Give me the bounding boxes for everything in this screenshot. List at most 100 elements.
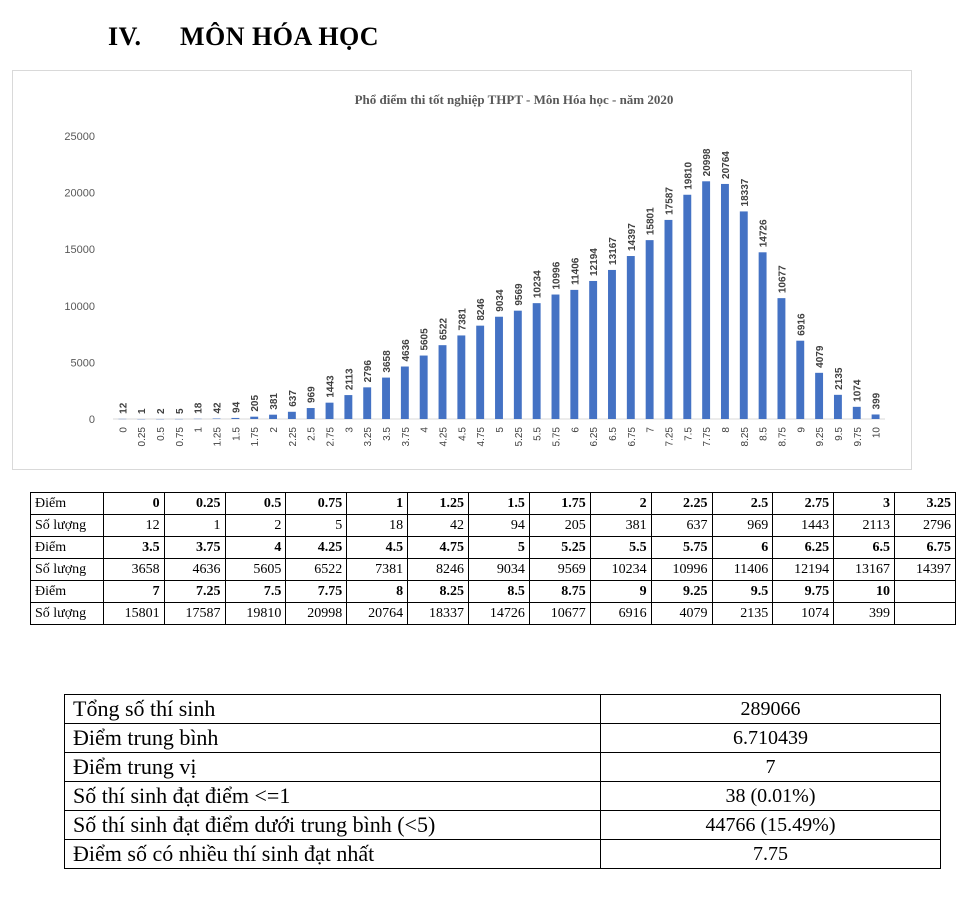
chart-area: Phổ điểm thi tốt nghiệp THPT - Môn Hóa h… bbox=[12, 70, 912, 470]
count-cell: 5 bbox=[285, 514, 348, 537]
bar bbox=[287, 411, 296, 419]
x-tick-label: 1 bbox=[194, 427, 205, 433]
points-cell: 2 bbox=[589, 492, 652, 515]
count-cell: 10234 bbox=[589, 558, 652, 581]
x-tick-label: 10 bbox=[872, 427, 883, 439]
points-cell: 4.75 bbox=[407, 536, 470, 559]
count-cell: 17587 bbox=[163, 602, 226, 625]
x-tick-label: 6 bbox=[570, 427, 581, 433]
count-cell: 3658 bbox=[102, 558, 165, 581]
points-cell: 7.75 bbox=[285, 580, 348, 603]
points-cell: 7 bbox=[102, 580, 165, 603]
summary-row: Điểm trung vị 7 bbox=[64, 752, 941, 782]
points-cell: 1.25 bbox=[407, 492, 470, 515]
x-tick-label: 8.75 bbox=[777, 427, 788, 447]
x-tick-label: 9.75 bbox=[853, 427, 864, 447]
x-tick-label: 6.5 bbox=[608, 427, 619, 441]
data-label: 14397 bbox=[627, 223, 638, 251]
x-tick-label: 4.75 bbox=[476, 427, 487, 447]
bar bbox=[720, 183, 729, 419]
data-label: 17587 bbox=[664, 187, 675, 215]
bar bbox=[589, 280, 598, 419]
summary-key: Điểm trung bình bbox=[64, 723, 601, 753]
bar bbox=[306, 408, 315, 419]
count-cell: 10677 bbox=[528, 602, 591, 625]
x-tick-label: 6.75 bbox=[627, 427, 638, 447]
summary-value: 38 (0.01%) bbox=[600, 781, 941, 811]
data-label: 94 bbox=[231, 401, 242, 413]
points-cell: 6.25 bbox=[772, 536, 835, 559]
data-label: 10677 bbox=[777, 265, 788, 293]
x-tick-label: 1.5 bbox=[231, 427, 242, 441]
bar bbox=[852, 406, 861, 419]
x-tick-label: 7 bbox=[646, 427, 657, 433]
bar bbox=[645, 240, 654, 419]
bar bbox=[438, 345, 447, 419]
x-tick-label: 2 bbox=[269, 427, 280, 433]
data-label: 3658 bbox=[382, 350, 393, 373]
count-cell: 18337 bbox=[407, 602, 470, 625]
bar bbox=[400, 366, 409, 419]
section-number: IV. bbox=[108, 22, 142, 51]
count-cell: 42 bbox=[407, 514, 470, 537]
points-cell: 8.75 bbox=[528, 580, 591, 603]
points-cell: 1.75 bbox=[528, 492, 591, 515]
x-tick-label: 5.25 bbox=[514, 427, 525, 447]
points-cell: 3.75 bbox=[163, 536, 226, 559]
points-cell: 2.75 bbox=[772, 492, 835, 515]
count-cell: 12194 bbox=[772, 558, 835, 581]
summary-value: 44766 (15.49%) bbox=[600, 810, 941, 840]
bar bbox=[664, 219, 673, 419]
data-label: 7381 bbox=[457, 308, 468, 331]
bar bbox=[796, 340, 805, 419]
points-cell: 4.5 bbox=[346, 536, 409, 559]
x-tick-label: 9.25 bbox=[815, 427, 826, 447]
data-label: 1443 bbox=[326, 375, 337, 398]
count-row: Số lượng 3658 4636 5605 6522 7381 8246 9034 9569… bbox=[30, 558, 956, 581]
count-row-label: Số lượng bbox=[30, 558, 104, 581]
summary-table: Tổng số thí sinh 289066 Điểm trung bình 6.7… bbox=[64, 694, 941, 869]
points-cell: 8.5 bbox=[468, 580, 530, 603]
summary-key: Tổng số thí sinh bbox=[64, 694, 601, 724]
x-tick-label: 0 bbox=[118, 427, 129, 433]
data-label: 2113 bbox=[344, 368, 355, 390]
points-cell: 9 bbox=[589, 580, 652, 603]
data-label: 4079 bbox=[815, 345, 826, 368]
bar bbox=[739, 211, 748, 419]
count-cell: 381 bbox=[589, 514, 652, 537]
points-cell: 9.75 bbox=[772, 580, 835, 603]
count-cell: 2 bbox=[224, 514, 287, 537]
points-cell: 0 bbox=[102, 492, 165, 515]
bar bbox=[325, 402, 334, 419]
section-title: MÔN HÓA HỌC bbox=[180, 22, 380, 51]
points-cell: 9.5 bbox=[711, 580, 774, 603]
data-label: 637 bbox=[288, 390, 299, 407]
count-cell: 9034 bbox=[468, 558, 530, 581]
x-tick-label: 3.5 bbox=[382, 427, 393, 441]
summary-key: Điểm số có nhiều thí sinh đạt nhất bbox=[64, 839, 601, 869]
data-label: 42 bbox=[213, 402, 224, 414]
count-cell: 19810 bbox=[224, 602, 287, 625]
x-tick-label: 8 bbox=[721, 427, 732, 433]
bar bbox=[777, 298, 786, 419]
bar bbox=[382, 377, 390, 419]
x-tick-label: 2.75 bbox=[326, 427, 337, 447]
summary-row: Điểm trung bình 6.710439 bbox=[64, 723, 941, 753]
data-label: 2135 bbox=[834, 367, 845, 390]
x-tick-label: 3.25 bbox=[363, 427, 374, 447]
section-heading: IV. MÔN HÓA HỌC bbox=[108, 22, 379, 52]
summary-value: 7 bbox=[600, 752, 941, 782]
data-label: 18 bbox=[194, 402, 205, 414]
bar bbox=[551, 294, 560, 419]
count-cell: 20998 bbox=[285, 602, 348, 625]
points-cell: 5.25 bbox=[528, 536, 591, 559]
x-tick-label: 2.25 bbox=[288, 427, 299, 447]
count-row: Số lượng 12 1 2 5 18 42 94 205 381 637 969 1443 2113 2… bbox=[30, 514, 956, 537]
bar bbox=[476, 325, 485, 419]
data-label: 10234 bbox=[533, 270, 544, 298]
count-row: Số lượng 15801 17587 19810 20998 20764 18337 14… bbox=[30, 602, 956, 625]
summary-key: Số thí sinh đạt điểm <=1 bbox=[64, 781, 601, 811]
bar-chart: Phổ điểm thi tốt nghiệp THPT - Môn Hóa h… bbox=[64, 92, 885, 447]
x-tick-label: 7.25 bbox=[664, 427, 675, 447]
points-cell: 0.5 bbox=[224, 492, 287, 515]
